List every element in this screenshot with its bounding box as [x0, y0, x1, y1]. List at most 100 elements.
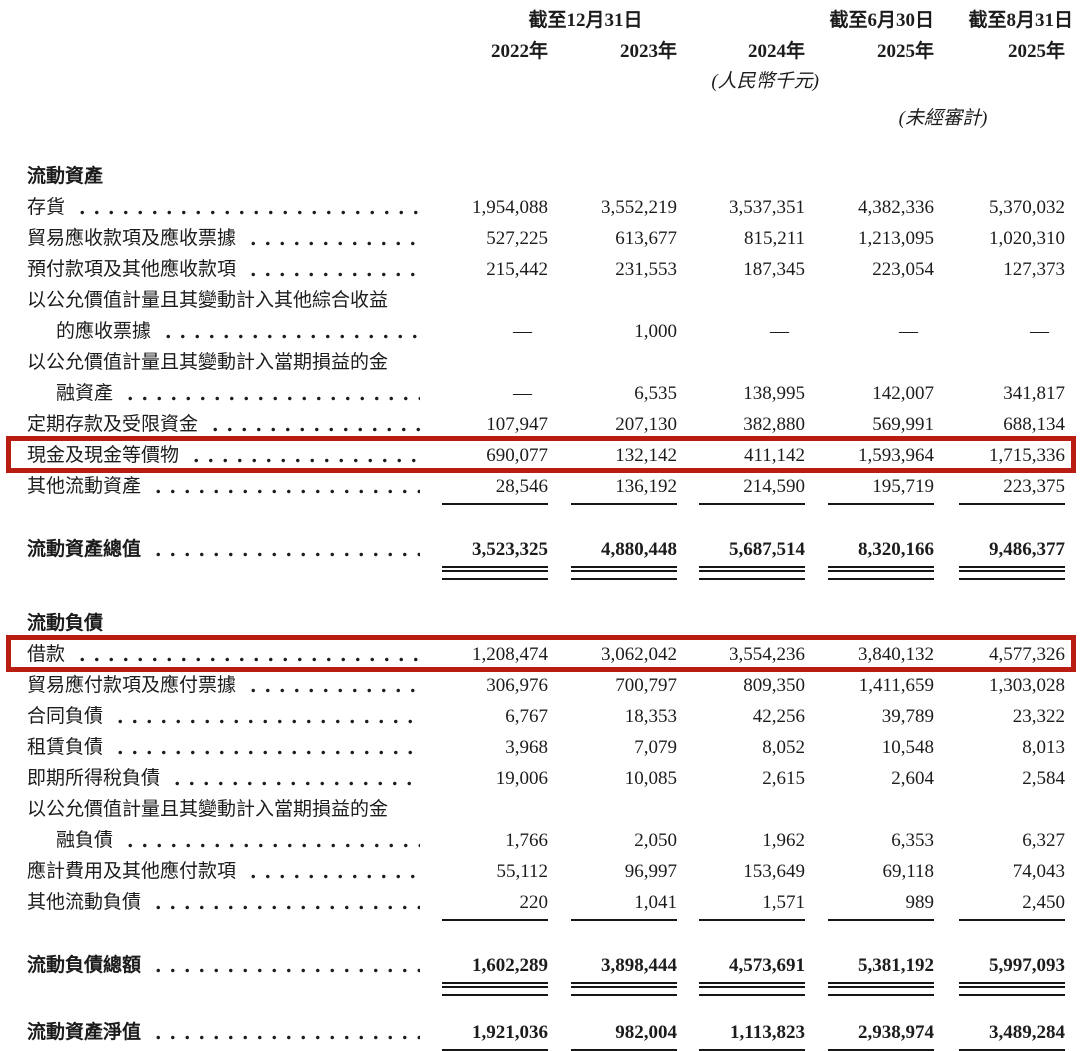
cell: 1,571	[677, 887, 805, 921]
cell-value: 39,789	[881, 706, 934, 727]
row-label-cell: 以公允價值計量且其變動計入當期損益的金	[27, 347, 1065, 378]
row-label: 其他流動負債	[27, 892, 142, 913]
row-label: 預付款項及其他應收款項	[27, 259, 237, 280]
cell: 3,062,042	[548, 639, 677, 670]
cell: 195,719	[805, 471, 934, 505]
cell: 127,373	[934, 254, 1065, 285]
cell: 5,370,032	[934, 192, 1065, 223]
cell-value: 18,353	[624, 706, 677, 727]
row-label: 貿易應收款項及應收票據	[27, 228, 237, 249]
cell: 8,013	[934, 732, 1065, 763]
cell: 1,602,289	[424, 950, 548, 996]
total-row: 流動資產總值 3,523,325 4,880,448 5,687,514 8,320,1…	[27, 534, 1065, 580]
cell-value: 153,649	[743, 861, 805, 882]
total-label: 流動資產淨值	[27, 1022, 142, 1043]
year-column-header-2024: 2024年	[747, 41, 805, 62]
table-row: 其他流動資產 28,546 136,192 214,590 195,719 223,375	[27, 471, 1065, 505]
leader-dots	[150, 1017, 420, 1048]
leader-dots	[188, 440, 420, 471]
total-label: 流動負債總額	[27, 955, 142, 976]
table-row: 其他流動負債 220 1,041 1,571 989 2,450	[27, 887, 1065, 921]
cell: 1,715,336	[934, 440, 1065, 471]
cell-value: —	[899, 321, 918, 342]
total-row: 流動負債總額 1,602,289 3,898,444 4,573,691 5,381,1…	[27, 950, 1065, 996]
cell: 1,208,474	[424, 639, 548, 670]
header-unit-row: (人民幣千元)	[27, 67, 1065, 97]
cell: 69,118	[805, 856, 934, 887]
total-label: 流動資產總值	[27, 539, 142, 560]
leader-dots	[150, 887, 420, 918]
cell: 3,840,132	[805, 639, 934, 670]
cell: 5,687,514	[677, 534, 805, 580]
cell: 8,320,166	[805, 534, 934, 580]
cell: 6,767	[424, 701, 548, 732]
leader-dots	[245, 223, 420, 254]
row-label: 現金及現金等價物	[27, 445, 180, 466]
cell: 411,142	[677, 440, 805, 471]
row-label-cell: 租賃負債	[27, 732, 424, 763]
cell-value: 2,938,974	[828, 1017, 934, 1051]
cell: 1,411,659	[805, 670, 934, 701]
currency-unit-note: (人民幣千元)	[711, 71, 819, 92]
cell: 6,535	[548, 378, 677, 409]
row-label-cell: 預付款項及其他應收款項	[27, 254, 424, 285]
row-label-cell: 以公允價值計量且其變動計入其他綜合收益	[27, 285, 1065, 316]
cell-value: 690,077	[486, 445, 548, 466]
section-title-label: 流動負債	[27, 613, 104, 634]
row-label: 定期存款及受限資金	[27, 414, 199, 435]
cell-value: 3,062,042	[601, 644, 677, 665]
cell-value: 132,142	[615, 445, 677, 466]
cell: 136,192	[548, 471, 677, 505]
cell-value: 809,350	[743, 675, 805, 696]
cell: 1,041	[548, 887, 677, 921]
row-label: 以公允價值計量且其變動計入當期損益的金	[27, 352, 389, 373]
row-label: 以公允價值計量且其變動計入其他綜合收益	[27, 290, 389, 311]
row-label-cell: 流動負債總額	[27, 950, 424, 981]
leader-dots	[74, 192, 420, 223]
row-label: 的應收票據	[56, 321, 152, 342]
cell: 74,043	[934, 856, 1065, 887]
cell: 2,050	[548, 825, 677, 856]
table-row: 即期所得稅負債 19,006 10,085 2,615 2,604 2,584	[27, 763, 1065, 794]
cell-value: 1,020,310	[989, 228, 1065, 249]
cell: 569,991	[805, 409, 934, 440]
period-dec31-label: 截至12月31日	[528, 10, 643, 31]
cell-value: 1,921,036	[442, 1017, 548, 1051]
cell-value: 8,013	[1022, 737, 1065, 758]
cell-value: 6,535	[634, 383, 677, 404]
cell-value: 8,052	[762, 737, 805, 758]
leader-dots	[122, 825, 420, 856]
row-label: 應計費用及其他應付款項	[27, 861, 237, 882]
cell: 9,486,377	[934, 534, 1065, 580]
cell-value: 28,546	[442, 471, 548, 505]
cell: 10,548	[805, 732, 934, 763]
cell-value: 2,050	[634, 830, 677, 851]
cell: 215,442	[424, 254, 548, 285]
cell: 18,353	[548, 701, 677, 732]
row-label: 存貨	[27, 197, 66, 218]
leader-dots	[150, 471, 420, 502]
leader-dots	[245, 254, 420, 285]
row-label: 融資產	[56, 383, 114, 404]
leader-dots	[112, 732, 420, 763]
cell-value: 3,523,325	[442, 534, 548, 580]
cell-value: 223,054	[872, 259, 934, 280]
cell-value: 1,766	[505, 830, 548, 851]
cell-value: 4,382,336	[858, 197, 934, 218]
cell-value: 341,817	[1003, 383, 1065, 404]
table-section: 流動資產 存貨 1,954,088 3,552,219 3,537,351 4,382,3…	[6, 161, 1076, 580]
cell: 223,054	[805, 254, 934, 285]
cell-value: 220	[442, 887, 548, 921]
cell: 1,593,964	[805, 440, 934, 471]
header-years-row: 2022年 2023年 2024年 2025年 2025年	[27, 36, 1065, 67]
cell: 2,615	[677, 763, 805, 794]
cell-value: 1,303,028	[989, 675, 1065, 696]
cell-value: 1,411,659	[858, 675, 934, 696]
cell: —	[677, 316, 805, 347]
cell: 28,546	[424, 471, 548, 505]
cell-value: 982,004	[571, 1017, 677, 1051]
cell-value: 138,995	[743, 383, 805, 404]
header-period-row: 截至12月31日 截至6月30日 截至8月31日	[27, 4, 1073, 36]
cell: 815,211	[677, 223, 805, 254]
cell: 1,766	[424, 825, 548, 856]
